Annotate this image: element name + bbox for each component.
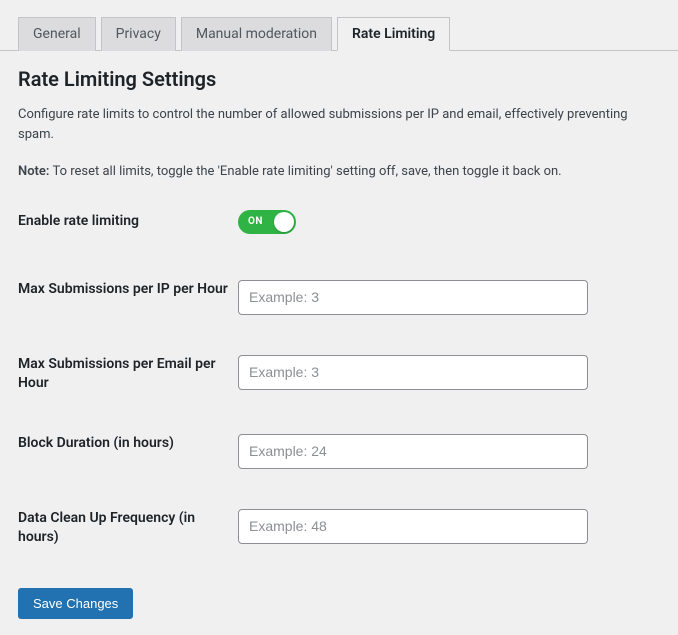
enable-rate-limiting-label: Enable rate limiting — [18, 212, 238, 232]
max-ip-label: Max Submissions per IP per Hour — [18, 280, 238, 300]
max-email-input[interactable] — [238, 355, 588, 390]
tabs-nav: General Privacy Manual moderation Rate L… — [0, 0, 678, 51]
field-max-email: Max Submissions per Email per Hour — [18, 355, 660, 394]
tab-manual-moderation[interactable]: Manual moderation — [181, 17, 332, 51]
save-button[interactable]: Save Changes — [18, 588, 133, 619]
field-max-ip: Max Submissions per IP per Hour — [18, 280, 660, 315]
field-block-duration: Block Duration (in hours) — [18, 434, 660, 469]
page-title: Rate Limiting Settings — [18, 67, 660, 91]
enable-rate-limiting-toggle[interactable]: ON — [238, 210, 296, 234]
tab-general[interactable]: General — [18, 17, 96, 51]
cleanup-freq-label: Data Clean Up Frequency (in hours) — [18, 509, 238, 548]
max-ip-input[interactable] — [238, 280, 588, 315]
block-duration-input[interactable] — [238, 434, 588, 469]
max-email-label: Max Submissions per Email per Hour — [18, 355, 238, 394]
note-text: To reset all limits, toggle the 'Enable … — [49, 164, 561, 179]
field-enable-rate-limiting: Enable rate limiting ON — [18, 210, 660, 234]
field-cleanup-freq: Data Clean Up Frequency (in hours) — [18, 509, 660, 548]
toggle-state-label: ON — [248, 216, 263, 227]
cleanup-freq-input[interactable] — [238, 509, 588, 544]
settings-panel: Rate Limiting Settings Configure rate li… — [0, 51, 678, 635]
settings-note: Note: To reset all limits, toggle the 'E… — [18, 162, 660, 182]
tab-rate-limiting[interactable]: Rate Limiting — [337, 17, 450, 51]
tab-privacy[interactable]: Privacy — [101, 17, 176, 51]
block-duration-label: Block Duration (in hours) — [18, 434, 238, 454]
toggle-knob — [274, 212, 294, 232]
note-label: Note: — [18, 164, 49, 179]
settings-description: Configure rate limits to control the num… — [18, 105, 660, 144]
